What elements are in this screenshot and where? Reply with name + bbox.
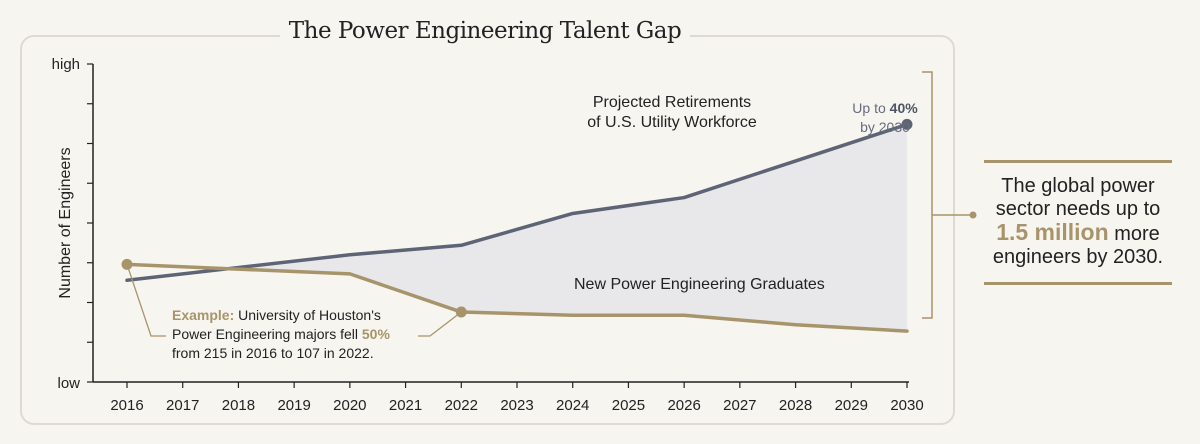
- x-tick-label: 2023: [500, 397, 533, 414]
- retirement-share-value: 40%: [890, 100, 919, 116]
- retirement-share-suffix: by 2030: [860, 119, 910, 135]
- x-tick-label: 2019: [277, 397, 310, 414]
- retirement-share-annotation: Up to 40%: [852, 100, 918, 116]
- x-tick-label: 2024: [556, 397, 589, 414]
- series-line-1: [125, 122, 909, 282]
- example-line-1-rest: University of Houston's: [234, 307, 381, 323]
- y-tick-label-high: high: [52, 56, 80, 73]
- example-line-3: from 215 in 2016 to 107 in 2022.: [172, 345, 374, 361]
- callout-line-4: engineers by 2030.: [992, 246, 1164, 268]
- talent-gap-callout: The global power sector needs up to 1.5 …: [984, 160, 1172, 285]
- x-tick-label: 2020: [333, 397, 366, 414]
- example-label: Example:: [172, 307, 234, 323]
- x-tick-label: 2021: [389, 397, 422, 414]
- chart-title: The Power Engineering Talent Gap: [280, 18, 690, 44]
- retirement-share-prefix: Up to: [852, 100, 889, 116]
- y-axis-title: Number of Engineers: [57, 147, 74, 298]
- x-tick-label: 2029: [835, 397, 868, 414]
- graduates-label: New Power Engineering Graduates: [574, 276, 825, 293]
- callout-line-1: The global power: [1001, 175, 1155, 197]
- x-tick-label: 2030: [890, 397, 923, 414]
- x-tick-label: 2016: [110, 397, 143, 414]
- retirements-label-line: of U.S. Utility Workforce: [587, 114, 757, 131]
- x-tick-label: 2026: [667, 397, 700, 414]
- x-tick-label: 2028: [779, 397, 812, 414]
- callout-line-2: sector needs up to: [995, 198, 1161, 220]
- x-tick-label: 2017: [166, 397, 199, 414]
- y-tick-label-low: low: [57, 375, 80, 392]
- x-tick-label: 2027: [723, 397, 756, 414]
- gap-area: [228, 124, 907, 332]
- x-tick-label: 2018: [222, 397, 255, 414]
- example-line-2-pre: Power Engineering majors fell: [172, 326, 362, 342]
- callout-line-3: 1.5 million more: [984, 221, 1172, 246]
- series-line-2: [125, 262, 909, 333]
- gap-bracket: [922, 71, 933, 319]
- bracket-connector-dot: [969, 211, 977, 219]
- retirements-end-marker: [901, 118, 913, 130]
- retirements-label: Projected Retirements of U.S. Utility Wor…: [587, 94, 757, 131]
- example-leader-left: [126, 264, 166, 337]
- x-tick-label: 2022: [445, 397, 478, 414]
- example-leader-right: [418, 311, 462, 337]
- retirements-label-line: Projected Retirements: [593, 94, 751, 111]
- callout-highlight: 1.5 million: [996, 219, 1109, 245]
- example-line-1: Example: University of Houston's: [172, 307, 381, 323]
- x-tick-label: 2025: [612, 397, 645, 414]
- callout-line-3-rest: more: [1108, 223, 1160, 245]
- example-value: 50%: [362, 326, 391, 342]
- example-line-2: Power Engineering majors fell 50%: [172, 326, 390, 342]
